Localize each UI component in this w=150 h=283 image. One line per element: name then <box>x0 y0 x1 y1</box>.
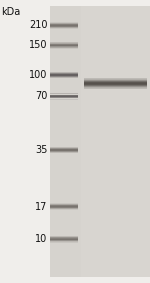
FancyBboxPatch shape <box>50 72 78 73</box>
FancyBboxPatch shape <box>84 78 147 79</box>
FancyBboxPatch shape <box>50 25 78 26</box>
FancyBboxPatch shape <box>50 206 78 207</box>
FancyBboxPatch shape <box>50 148 78 149</box>
FancyBboxPatch shape <box>50 48 78 49</box>
FancyBboxPatch shape <box>50 22 78 23</box>
FancyBboxPatch shape <box>50 94 78 95</box>
FancyBboxPatch shape <box>50 97 78 98</box>
Text: 10: 10 <box>35 234 47 244</box>
FancyBboxPatch shape <box>84 88 147 89</box>
FancyBboxPatch shape <box>84 86 147 87</box>
FancyBboxPatch shape <box>50 46 78 47</box>
FancyBboxPatch shape <box>50 76 78 77</box>
FancyBboxPatch shape <box>50 44 78 45</box>
FancyBboxPatch shape <box>50 204 78 205</box>
FancyBboxPatch shape <box>50 237 78 238</box>
FancyBboxPatch shape <box>50 45 78 46</box>
FancyBboxPatch shape <box>84 84 147 85</box>
Text: 70: 70 <box>35 91 47 101</box>
FancyBboxPatch shape <box>50 242 78 243</box>
FancyBboxPatch shape <box>50 95 78 96</box>
FancyBboxPatch shape <box>50 208 78 209</box>
FancyBboxPatch shape <box>50 99 78 100</box>
FancyBboxPatch shape <box>50 96 78 97</box>
FancyBboxPatch shape <box>50 23 78 24</box>
Text: 17: 17 <box>35 201 47 212</box>
FancyBboxPatch shape <box>50 43 78 44</box>
FancyBboxPatch shape <box>50 6 150 277</box>
FancyBboxPatch shape <box>50 239 78 240</box>
Text: 150: 150 <box>29 40 47 50</box>
FancyBboxPatch shape <box>84 82 147 83</box>
FancyBboxPatch shape <box>84 83 147 84</box>
FancyBboxPatch shape <box>84 79 147 80</box>
Text: 100: 100 <box>29 70 47 80</box>
FancyBboxPatch shape <box>84 80 147 81</box>
FancyBboxPatch shape <box>84 85 147 86</box>
FancyBboxPatch shape <box>50 205 78 206</box>
FancyBboxPatch shape <box>50 209 78 210</box>
FancyBboxPatch shape <box>50 24 78 25</box>
FancyBboxPatch shape <box>50 151 78 152</box>
FancyBboxPatch shape <box>50 152 78 153</box>
FancyBboxPatch shape <box>50 75 78 76</box>
FancyBboxPatch shape <box>50 93 78 94</box>
FancyBboxPatch shape <box>50 27 78 28</box>
FancyBboxPatch shape <box>50 26 78 27</box>
FancyBboxPatch shape <box>50 236 78 237</box>
FancyBboxPatch shape <box>81 6 150 277</box>
FancyBboxPatch shape <box>50 150 78 151</box>
FancyBboxPatch shape <box>50 238 78 239</box>
FancyBboxPatch shape <box>50 47 78 48</box>
FancyBboxPatch shape <box>50 203 78 204</box>
FancyBboxPatch shape <box>0 0 50 283</box>
FancyBboxPatch shape <box>50 28 78 29</box>
FancyBboxPatch shape <box>50 42 78 43</box>
FancyBboxPatch shape <box>50 73 78 74</box>
FancyBboxPatch shape <box>50 147 78 148</box>
FancyBboxPatch shape <box>50 207 78 208</box>
Text: kDa: kDa <box>2 7 21 17</box>
FancyBboxPatch shape <box>50 241 78 242</box>
FancyBboxPatch shape <box>84 87 147 88</box>
Text: 35: 35 <box>35 145 47 155</box>
FancyBboxPatch shape <box>50 74 78 75</box>
FancyBboxPatch shape <box>50 77 78 78</box>
FancyBboxPatch shape <box>50 98 78 99</box>
Text: 210: 210 <box>29 20 47 31</box>
FancyBboxPatch shape <box>50 240 78 241</box>
FancyBboxPatch shape <box>84 81 147 82</box>
FancyBboxPatch shape <box>50 149 78 150</box>
